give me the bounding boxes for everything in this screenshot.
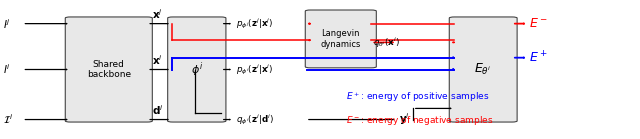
- Text: $\mathbf{x}^j$: $\mathbf{x}^j$: [152, 7, 163, 21]
- Text: $E^+$: energy of positive samples: $E^+$: energy of positive samples: [346, 90, 489, 104]
- FancyBboxPatch shape: [65, 17, 152, 122]
- Text: $E^+$: $E^+$: [529, 50, 548, 65]
- Text: $\mathbf{x}^i$: $\mathbf{x}^i$: [152, 53, 163, 67]
- Text: $\mathbf{y}^i$: $\mathbf{y}^i$: [399, 112, 410, 127]
- Text: $E^-$: energy of negative samples: $E^-$: energy of negative samples: [346, 114, 493, 127]
- Text: $I^i$: $I^i$: [3, 63, 11, 76]
- Text: $\phi^i$: $\phi^i$: [191, 60, 203, 79]
- Text: Shared
backbone: Shared backbone: [87, 60, 131, 79]
- Text: $q_{\theta^i}(\mathbf{x}^i)$: $q_{\theta^i}(\mathbf{x}^i)$: [373, 35, 400, 50]
- Text: $\mathcal{I}^i$: $\mathcal{I}^i$: [3, 113, 13, 126]
- Text: $p_{\phi^i}(\mathbf{z}^i|\mathbf{x}^i)$: $p_{\phi^i}(\mathbf{z}^i|\mathbf{x}^i)$: [236, 62, 273, 77]
- FancyBboxPatch shape: [305, 10, 376, 68]
- Text: $E^-$: $E^-$: [529, 17, 548, 30]
- FancyBboxPatch shape: [168, 17, 226, 122]
- Text: $E_{\theta^i}$: $E_{\theta^i}$: [474, 62, 492, 77]
- FancyBboxPatch shape: [449, 17, 517, 122]
- Text: Langevin
dynamics: Langevin dynamics: [321, 29, 361, 49]
- Text: $q_{\phi^i}(\mathbf{z}^i|\mathbf{d}^i)$: $q_{\phi^i}(\mathbf{z}^i|\mathbf{d}^i)$: [236, 112, 274, 127]
- Text: $\mathbf{d}^i$: $\mathbf{d}^i$: [152, 103, 164, 117]
- Text: $I^j$: $I^j$: [3, 17, 11, 31]
- Text: $p_{\phi^j}(\mathbf{z}^j|\mathbf{x}^j)$: $p_{\phi^j}(\mathbf{z}^j|\mathbf{x}^j)$: [236, 16, 273, 31]
